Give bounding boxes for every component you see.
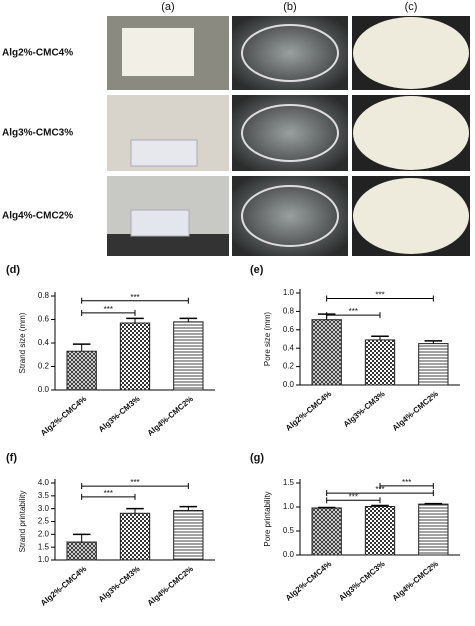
bar xyxy=(174,322,203,390)
panel-label: (d) xyxy=(6,264,20,276)
significance-label: *** xyxy=(402,478,411,487)
panel-label: (g) xyxy=(250,452,264,464)
x-tick-label: Alg2%-CMC4% xyxy=(39,394,88,437)
y-tick-label: 2.5 xyxy=(38,517,50,526)
error-bar xyxy=(371,336,389,340)
significance-label: *** xyxy=(130,293,139,302)
y-tick-label: 0.2 xyxy=(283,362,295,371)
photo-grid xyxy=(107,16,470,256)
error-bar xyxy=(180,318,198,322)
y-tick-label: 3.5 xyxy=(38,491,50,500)
y-tick-label: 0.2 xyxy=(38,362,50,371)
column-label: (b) xyxy=(283,1,296,13)
row-label: Alg3%-CMC3% xyxy=(2,128,73,139)
error-bar xyxy=(73,534,91,542)
error-bar xyxy=(180,507,198,511)
y-tick-label: 0.0 xyxy=(38,385,50,394)
y-tick-label: 0.4 xyxy=(283,343,295,352)
panel-label: (f) xyxy=(6,452,17,464)
y-tick-label: 0.5 xyxy=(283,526,295,535)
x-tick-label: Alg4%-CMC2% xyxy=(146,394,195,437)
y-tick-label: 0.8 xyxy=(38,291,50,300)
bar xyxy=(312,320,341,385)
photo xyxy=(232,16,348,90)
y-tick-label: 0.8 xyxy=(283,307,295,316)
bar xyxy=(67,351,96,390)
x-tick-label: Alg2%-CMC4% xyxy=(284,559,333,602)
x-tick-label: Alg3%-CM3% xyxy=(97,564,142,604)
significance-label: *** xyxy=(349,492,358,501)
y-axis-label: Pore size (mm) xyxy=(263,312,272,367)
photo-view xyxy=(353,17,469,89)
y-tick-label: 1.0 xyxy=(38,555,50,564)
row-label: Alg4%-CMC2% xyxy=(2,211,73,222)
x-tick-label: Alg3%-CMC3% xyxy=(337,559,386,602)
x-tick-label: Alg4%-CMC2% xyxy=(391,559,440,602)
x-tick-label: Alg4%-CMC2% xyxy=(391,389,440,432)
photo-sample xyxy=(131,140,197,166)
panel-label: (e) xyxy=(250,264,264,276)
bar xyxy=(312,508,341,555)
y-tick-label: 0.6 xyxy=(38,315,50,324)
x-tick-label: Alg3%-CM3% xyxy=(97,394,142,434)
x-tick-label: Alg4%-CMC2% xyxy=(146,564,195,607)
error-bar xyxy=(73,344,91,351)
row-label: Alg2%-CMC4% xyxy=(2,48,73,59)
x-tick-label: Alg2%-CMC4% xyxy=(39,564,88,607)
bar xyxy=(419,344,448,385)
photo-view xyxy=(353,178,469,254)
photo xyxy=(232,95,348,171)
y-tick-label: 0.6 xyxy=(283,325,295,334)
y-tick-label: 0.0 xyxy=(283,380,295,389)
y-axis-label: Strand size (mm) xyxy=(18,312,27,373)
significance-label: *** xyxy=(104,305,113,314)
significance-label: *** xyxy=(104,489,113,498)
column-label: (a) xyxy=(161,1,174,13)
bar xyxy=(419,504,448,555)
bar xyxy=(365,340,394,385)
y-tick-label: 0.0 xyxy=(283,550,295,559)
y-tick-label: 4.0 xyxy=(38,478,50,487)
photo-view xyxy=(353,96,469,170)
y-tick-label: 1.0 xyxy=(283,502,295,511)
significance-label: *** xyxy=(130,478,139,487)
y-tick-label: 1.0 xyxy=(283,288,295,297)
photo-base xyxy=(107,234,229,256)
bar xyxy=(174,510,203,560)
x-tick-label: Alg2%-CMC4% xyxy=(284,389,333,432)
column-label: (c) xyxy=(405,1,418,13)
y-axis-label: Pore printability xyxy=(263,491,272,546)
bar xyxy=(120,323,149,390)
y-tick-label: 0.4 xyxy=(38,338,50,347)
bar xyxy=(120,513,149,560)
error-bar xyxy=(126,509,144,514)
y-tick-label: 3.0 xyxy=(38,504,50,513)
bar xyxy=(365,507,394,555)
photo xyxy=(232,176,348,256)
photo-sample xyxy=(131,210,189,236)
x-tick-label: Alg3%-CM3% xyxy=(342,389,387,429)
photo-sample xyxy=(122,28,194,76)
y-tick-label: 1.5 xyxy=(38,542,50,551)
bar xyxy=(67,542,96,560)
y-axis-label: Strand printability xyxy=(18,491,27,553)
error-bar xyxy=(126,318,144,323)
significance-label: *** xyxy=(375,291,384,300)
y-tick-label: 1.5 xyxy=(283,478,295,487)
y-tick-label: 2.0 xyxy=(38,529,50,538)
significance-label: *** xyxy=(349,307,358,316)
